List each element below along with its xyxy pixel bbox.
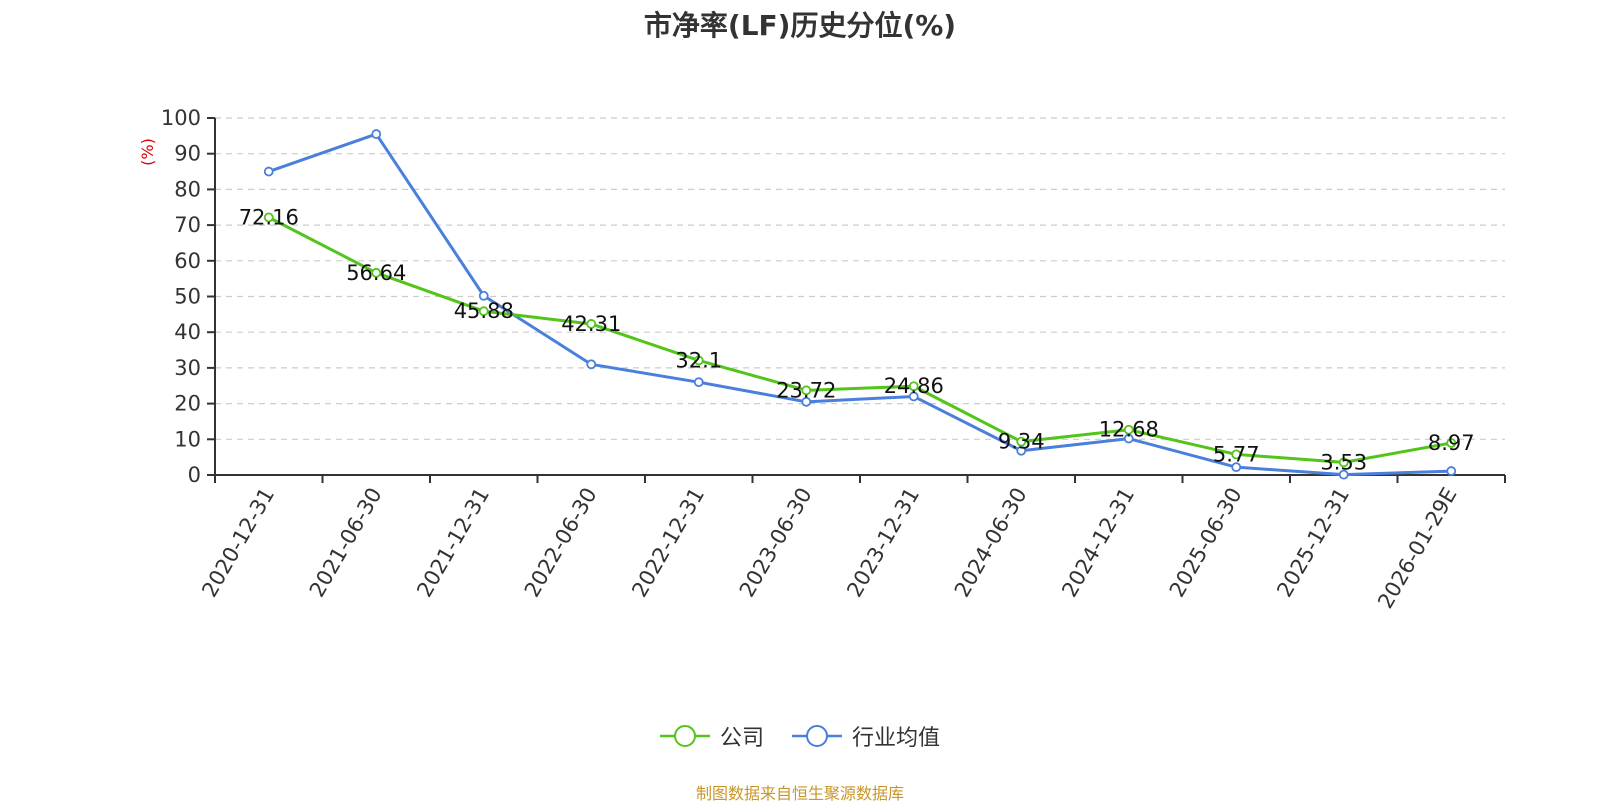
data-source-note: 制图数据来自恒生聚源数据库 — [695, 784, 904, 803]
data-label: 56.64 — [346, 261, 406, 285]
data-label: 9.34 — [998, 430, 1045, 454]
data-point — [371, 267, 382, 278]
x-tick-label: 2022-12-31 — [627, 484, 709, 602]
data-point — [1016, 436, 1027, 447]
data-point — [586, 359, 597, 370]
data-point — [1231, 462, 1242, 473]
x-tick-label: 2023-06-30 — [735, 484, 817, 602]
series-line — [268, 132, 1452, 477]
legend-item-company[interactable]: 公司 — [659, 720, 764, 752]
axes: 0 10 20 30 40 50 60 70 80 90 100 2020-12-31 2021-06-… — [161, 106, 1506, 613]
data-point — [263, 212, 274, 223]
data-point — [801, 385, 812, 396]
data-point — [1338, 457, 1349, 468]
series-line — [268, 216, 1452, 464]
x-tick-label: 2025-12-31 — [1272, 484, 1354, 602]
legend-industry-icon — [792, 725, 842, 747]
data-point — [586, 319, 597, 329]
y-tick-label: 40 — [174, 320, 201, 344]
y-tick-label: 80 — [174, 177, 201, 201]
x-tick-label: 2023-12-31 — [842, 484, 924, 602]
x-tick-label: 2021-12-31 — [412, 484, 494, 602]
data-label: 5.77 — [1213, 442, 1260, 466]
x-tick-label: 2021-06-30 — [305, 484, 387, 602]
data-point — [693, 355, 704, 366]
y-tick-label: 10 — [174, 427, 201, 451]
y-axis-label: (%) — [138, 138, 157, 166]
legend-company-icon — [659, 725, 710, 747]
data-point — [1446, 438, 1457, 448]
data-point — [693, 377, 704, 388]
data-point — [801, 396, 812, 407]
y-tick-label: 100 — [161, 106, 201, 130]
data-point — [1231, 449, 1242, 460]
legend: 公司 行业均值 — [0, 720, 1600, 752]
data-label: 8.97 — [1428, 431, 1475, 455]
y-tick-label: 0 — [188, 463, 201, 487]
data-point — [908, 381, 919, 392]
x-tick-label: 2022-06-30 — [520, 484, 602, 602]
y-tick-label: 50 — [174, 285, 201, 309]
data-label: 23.72 — [776, 378, 836, 402]
series-lines — [263, 129, 1457, 480]
grid-lines — [215, 117, 1505, 440]
data-point — [478, 290, 489, 301]
y-tick-label: 30 — [174, 356, 201, 380]
x-tick-label: 2025-06-30 — [1165, 484, 1247, 602]
legend-item-industry-average[interactable]: 行业均值 — [792, 720, 940, 752]
data-label: 42.31 — [561, 312, 621, 336]
data-labels: 72.16 56.64 45.88 42.31 32.1 23.72 24.86 9.34 12… — [239, 205, 1475, 474]
data-label: 24.86 — [884, 374, 944, 398]
data-label: 45.88 — [454, 299, 514, 323]
legend-label-industry-average: 行业均值 — [852, 726, 941, 751]
data-point — [1123, 424, 1134, 435]
data-label: 72.16 — [239, 205, 299, 229]
data-point — [478, 306, 489, 317]
x-tick-label: 2026-01-29E — [1373, 484, 1461, 613]
data-point — [1446, 466, 1457, 476]
chart-title: 市净率(LF)历史分位(%) — [643, 9, 957, 42]
data-label: 32.1 — [675, 348, 722, 372]
data-label: 3.53 — [1320, 450, 1367, 474]
x-tick-label: 2024-12-31 — [1057, 484, 1139, 602]
legend-label-company: 公司 — [719, 726, 764, 751]
y-tick-label: 20 — [174, 392, 201, 416]
y-tick-label: 90 — [174, 142, 201, 166]
line-chart: 0 10 20 30 40 50 60 70 80 90 100 2020-12-31 2021-06-… — [138, 106, 1506, 613]
data-point — [371, 129, 382, 139]
data-label: 12.68 — [1099, 418, 1159, 442]
x-tick-label: 2020-12-31 — [197, 484, 279, 602]
data-point — [1338, 469, 1349, 480]
data-point — [263, 166, 274, 177]
data-point — [908, 391, 919, 402]
y-tick-label: 60 — [174, 249, 201, 273]
x-tick-label: 2024-06-30 — [950, 484, 1032, 602]
y-tick-label: 70 — [174, 213, 201, 237]
data-point — [1016, 445, 1027, 456]
